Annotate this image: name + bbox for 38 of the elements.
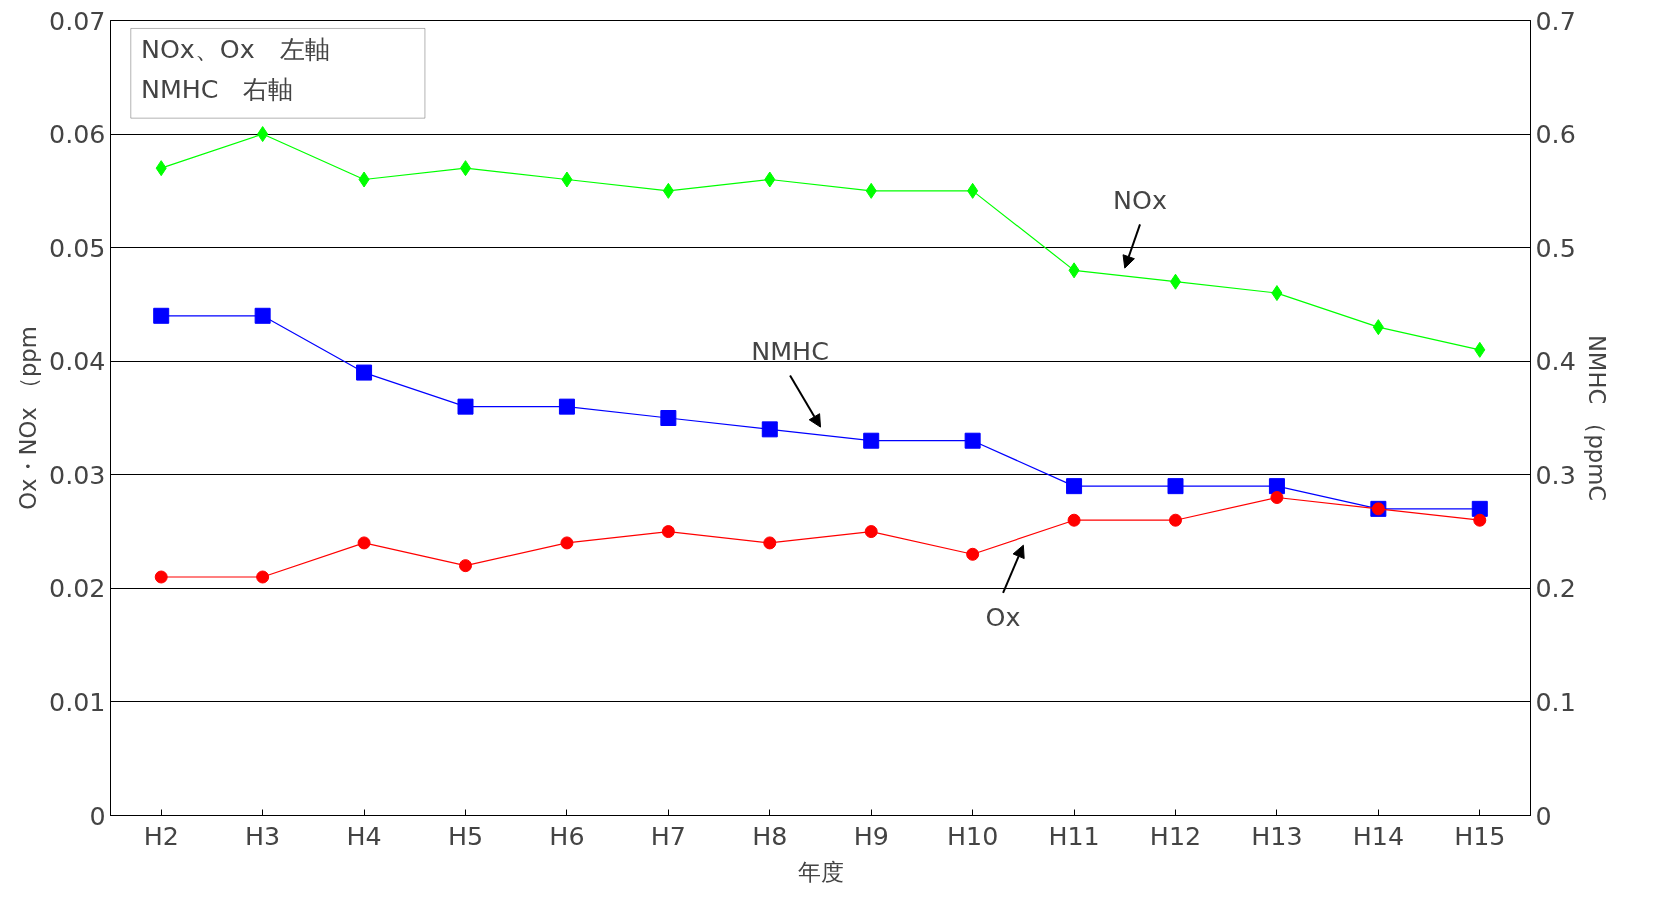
y-tick-label: 0.07 — [49, 5, 106, 36]
y2-axis-title: NMHC （ppmC — [1583, 334, 1610, 502]
x-tick-label: H13 — [1251, 820, 1303, 851]
x-tick-label: H2 — [143, 820, 179, 851]
x-tick-label: H12 — [1149, 820, 1202, 851]
y-tick-label: 0 — [89, 800, 106, 831]
y2-tick-label: 0.2 — [1535, 573, 1576, 604]
y-tick-label: 0.01 — [49, 686, 106, 717]
x-tick-label: H15 — [1454, 820, 1506, 851]
text: NMHC — [751, 335, 829, 366]
x-tick-label: H7 — [650, 820, 686, 851]
y2-tick-label: 0.5 — [1535, 232, 1576, 263]
x-tick-label: H6 — [549, 820, 585, 851]
y2-tick-label: 0.7 — [1535, 5, 1576, 36]
x-tick-label: H3 — [245, 820, 281, 851]
y-tick-label: 0.05 — [49, 232, 106, 263]
x-tick-label: H10 — [947, 820, 999, 851]
y2-tick-label: 0.3 — [1535, 459, 1576, 490]
annotation: NMHC 右軸 — [140, 73, 294, 104]
y-tick-label: 0.03 — [49, 459, 106, 490]
y-tick-label: 0.04 — [49, 346, 106, 377]
x-tick-label: H8 — [752, 820, 788, 851]
x-tick-label: H5 — [447, 820, 484, 851]
y2-tick-label: 0.4 — [1535, 346, 1576, 377]
y-tick-label: 0.06 — [49, 119, 106, 150]
x-tick-label: H9 — [853, 820, 889, 851]
y-tick-label: 0.02 — [49, 573, 106, 604]
y-axis-title: Ox・NOx （ppm — [15, 326, 42, 510]
x-axis-title: 年度 — [797, 858, 844, 885]
annotation: NOx、Ox 左軸 — [140, 34, 330, 65]
y2-tick-label: 0.1 — [1535, 686, 1576, 717]
text: NOx — [1113, 184, 1167, 215]
x-tick-label: H14 — [1352, 820, 1404, 851]
series-label: Ox — [985, 602, 1021, 633]
x-tick-label: H4 — [346, 820, 382, 851]
y2-tick-label: 0.6 — [1535, 119, 1576, 150]
x-tick-label: H11 — [1048, 820, 1100, 851]
y2-tick-label: 0 — [1535, 800, 1552, 831]
